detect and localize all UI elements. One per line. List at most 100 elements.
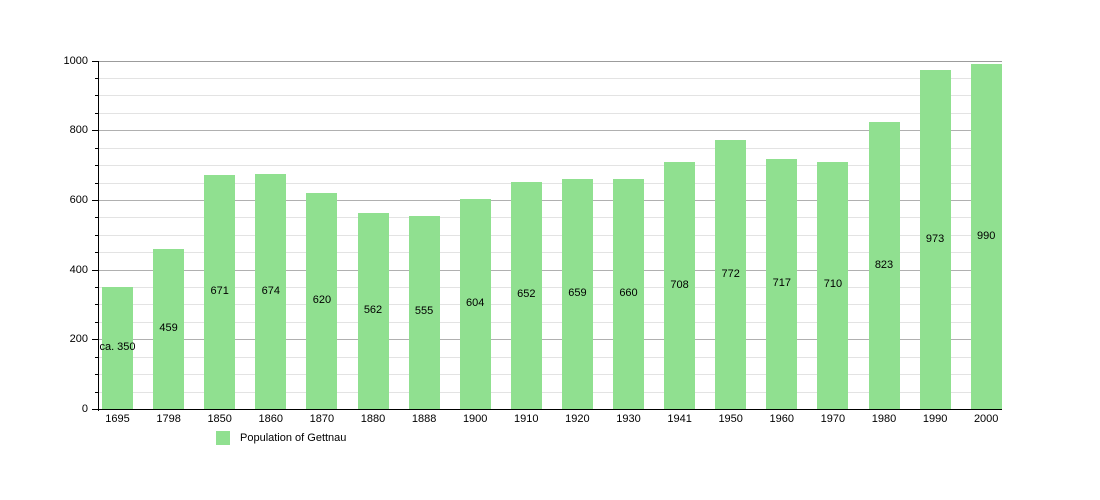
x-axis-label: 1920 — [565, 413, 590, 425]
gridline — [99, 130, 1002, 132]
x-axis-line — [97, 408, 1002, 410]
x-axis-label: 1941 — [667, 413, 692, 425]
bar-value-label: 660 — [619, 287, 638, 299]
y-tick — [95, 147, 99, 149]
x-axis-label: 1798 — [156, 413, 181, 425]
bar — [357, 213, 389, 409]
bar — [715, 140, 747, 409]
bar-value-label: 717 — [772, 277, 791, 290]
gridline — [99, 77, 1002, 79]
y-tick — [95, 374, 99, 376]
bar-value-label: 555 — [414, 305, 434, 318]
bar — [408, 215, 440, 409]
y-tick — [92, 60, 99, 62]
bar — [153, 249, 185, 409]
bar-value-label: 710 — [823, 278, 843, 291]
gridline — [99, 182, 1002, 184]
x-axis-label: 1888 — [411, 413, 437, 425]
x-axis-label: 1695 — [105, 413, 130, 425]
y-tick — [95, 391, 99, 393]
bar — [102, 287, 133, 409]
y-tick — [95, 287, 99, 288]
bar — [561, 179, 593, 409]
y-tick — [92, 409, 99, 410]
y-tick — [95, 217, 99, 219]
gridline — [99, 321, 1002, 323]
gridline — [99, 374, 1002, 376]
bar — [664, 162, 696, 409]
x-axis-label: 1950 — [718, 413, 743, 425]
legend-label: Population of Gettnau — [240, 432, 347, 444]
x-axis-label: 1860 — [258, 413, 284, 425]
bar — [766, 159, 798, 409]
bar-value-label: 659 — [568, 287, 587, 300]
gridline — [99, 252, 1002, 254]
bar — [919, 69, 951, 409]
x-axis-label: 1930 — [616, 413, 641, 425]
y-axis-label: 600 — [69, 193, 88, 206]
bar-value-label: 604 — [466, 296, 485, 309]
bar — [817, 161, 849, 409]
x-axis-label: 1970 — [820, 413, 846, 425]
bar-value-label: 973 — [925, 232, 945, 245]
bar — [970, 64, 1002, 409]
y-tick — [92, 339, 99, 341]
bar — [459, 198, 491, 409]
y-axis-line — [97, 60, 99, 411]
y-tick — [95, 356, 99, 358]
y-axis-label: 200 — [69, 333, 88, 346]
gridline — [99, 356, 1002, 358]
bar-value-label: 671 — [210, 285, 229, 298]
y-tick — [92, 130, 99, 132]
bar-value-label: 823 — [874, 258, 894, 271]
legend: Population of Gettnau — [216, 431, 346, 445]
x-axis-label: 2000 — [973, 413, 999, 425]
bar-value-label: 620 — [312, 294, 332, 306]
gridline — [99, 147, 1002, 149]
gridline — [99, 95, 1002, 97]
bar — [868, 122, 900, 409]
y-tick — [95, 304, 99, 306]
gridline — [99, 112, 1002, 114]
gridline — [99, 287, 1002, 288]
gridline — [99, 165, 1002, 167]
bar — [510, 181, 542, 409]
bar-value-label: 652 — [517, 288, 536, 301]
x-axis-label: 1870 — [309, 413, 335, 425]
x-axis-label: 1990 — [922, 413, 948, 425]
bar-value-label: ca. 350 — [99, 341, 136, 353]
bar-value-label: 772 — [721, 267, 740, 280]
bar-value-label: 562 — [363, 304, 383, 317]
gridline — [99, 391, 1002, 393]
y-tick — [92, 199, 99, 201]
y-axis-label: 0 — [81, 403, 88, 415]
x-axis-label: 1980 — [871, 413, 897, 425]
x-axis-label: 1900 — [462, 413, 488, 425]
x-axis-label: 1850 — [207, 413, 232, 425]
y-tick — [95, 112, 99, 114]
y-tick — [95, 321, 99, 323]
y-tick — [95, 182, 99, 184]
x-axis-label: 1960 — [769, 413, 795, 425]
bar-value-label: 459 — [159, 322, 178, 334]
y-tick — [95, 77, 99, 79]
bar-value-label: 674 — [261, 284, 280, 297]
y-axis-label: 400 — [69, 263, 88, 276]
y-axis-label: 800 — [69, 124, 88, 137]
bar — [204, 175, 236, 409]
legend-swatch — [216, 431, 230, 445]
gridline — [99, 269, 1002, 271]
gridline — [99, 339, 1002, 341]
gridline — [99, 60, 1002, 62]
y-tick — [95, 95, 99, 97]
x-axis-label: 1910 — [514, 413, 539, 425]
gridline — [99, 234, 1002, 236]
bar — [306, 192, 338, 409]
gridline — [99, 199, 1002, 201]
gridline — [99, 217, 1002, 219]
y-tick — [95, 165, 99, 167]
bar-value-label: 708 — [670, 278, 689, 291]
bar-value-label: 990 — [977, 229, 996, 242]
